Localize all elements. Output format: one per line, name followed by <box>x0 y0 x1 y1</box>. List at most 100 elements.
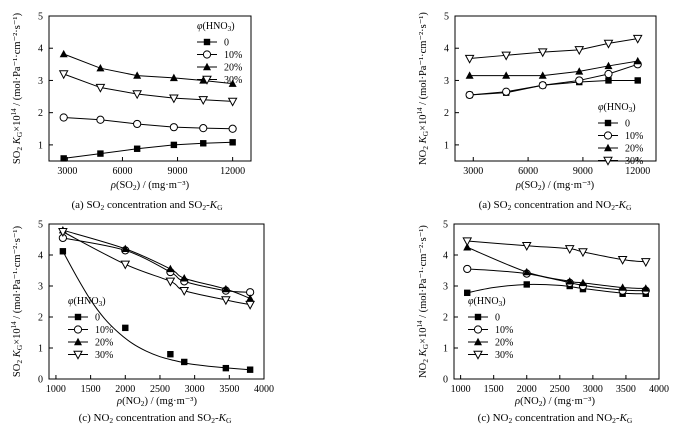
series-line <box>469 79 638 96</box>
data-point <box>565 277 574 285</box>
data-point <box>59 113 68 122</box>
legend: φ(HNO3) 010% 20%30% <box>598 102 643 167</box>
data-point <box>464 289 471 297</box>
y-tick-label: 5 <box>443 220 448 231</box>
y-tick-label: 3 <box>38 76 43 87</box>
y-axis-label: NO2 KG×1014 / (mol·Pa⁻¹·cm⁻²·s⁻¹) <box>416 225 430 378</box>
series-4 <box>58 70 238 107</box>
figure-caption: (a) SO2 concentration and SO2-KG <box>71 199 223 212</box>
legend: φ(HNO3) 010% 20%30% <box>197 21 242 86</box>
series-line <box>63 141 233 159</box>
data-point <box>180 274 189 282</box>
data-point <box>604 61 613 70</box>
figure-caption: (c) NO2 concentration and NO2-KG <box>478 412 633 425</box>
y-tick-label: 5 <box>38 12 43 23</box>
plot-frame <box>48 223 265 380</box>
data-point <box>200 140 207 147</box>
legend-label: 10% <box>495 325 513 336</box>
data-point <box>578 248 588 258</box>
y-tick-label: 3 <box>444 76 449 87</box>
data-point <box>120 260 131 270</box>
data-point <box>538 81 547 90</box>
legend-title: φ(HNO3) <box>68 296 106 308</box>
chart-panel-a-right: 3000 6000 9000 12000 1 2 3 4 5 φ(HNO3) 010% 20%30% ρ… <box>416 12 657 212</box>
data-point <box>463 243 472 251</box>
series-line <box>63 73 233 102</box>
y-tick-label: 2 <box>443 313 448 324</box>
series-2 <box>59 113 237 133</box>
data-point <box>464 54 475 64</box>
legend-label: 20% <box>224 63 242 74</box>
legend-label: 0 <box>224 38 229 49</box>
data-point <box>122 324 129 332</box>
legend-marker <box>202 50 212 59</box>
x-tick-label: 4000 <box>254 384 274 395</box>
legend-label: 0 <box>95 313 100 324</box>
legend-marker <box>73 325 83 334</box>
legend-label: 20% <box>95 338 113 349</box>
data-point <box>632 34 643 44</box>
y-tick-label: 3 <box>38 282 43 293</box>
chart-panel-c-left: 1000 1500 2000 2500 3000 3500 4000 0 1 2 3 4 5 φ(HNO3… <box>10 220 274 426</box>
data-point <box>165 277 176 287</box>
data-point <box>167 351 174 358</box>
legend-title: φ(HNO3) <box>197 21 235 33</box>
y-tick-label: 2 <box>38 108 43 119</box>
x-tick-label: 2000 <box>517 384 537 395</box>
chart-panel-a-left: 3000 6000 9000 12000 1 2 3 4 5 φ(HNO3) 010% 20%30% ρ… <box>10 12 252 212</box>
data-point <box>221 296 231 306</box>
x-tick-label: 1000 <box>451 384 471 395</box>
legend-marker <box>74 313 82 321</box>
series-3 <box>465 56 642 79</box>
data-point <box>132 90 142 100</box>
y-tick-label: 1 <box>443 344 448 355</box>
data-point <box>465 90 474 100</box>
x-tick-label: 3000 <box>463 166 483 177</box>
data-point <box>228 79 237 87</box>
plot-frame <box>48 15 252 162</box>
x-tick-label: 3000 <box>185 384 205 395</box>
figure-caption: (c) NO2 concentration and SO2-KG <box>79 412 232 425</box>
x-tick-label: 6000 <box>112 166 132 177</box>
series-2 <box>465 60 642 100</box>
data-point <box>574 46 585 56</box>
data-point <box>179 286 190 296</box>
y-tick-label: 1 <box>38 140 43 151</box>
data-point <box>60 155 67 162</box>
data-point <box>133 119 142 129</box>
legend-marker <box>473 325 483 334</box>
plot-frame <box>453 223 660 380</box>
data-point <box>222 364 230 372</box>
y-axis-label: SO2 KG×1014 / (mol·Pa⁻¹·cm⁻²·s⁻¹) <box>10 12 24 164</box>
legend-marker <box>604 119 612 127</box>
y-axis-label: NO2 KG×1014 / (mol·Pa⁻¹·cm⁻²·s⁻¹) <box>416 12 430 165</box>
data-point <box>246 366 254 373</box>
data-point <box>617 255 628 265</box>
series-line <box>469 63 638 96</box>
series-line <box>469 60 638 77</box>
series-2 <box>58 233 255 297</box>
data-point <box>603 39 614 49</box>
data-point <box>166 264 175 273</box>
y-axis-label: SO2 KG×1014 / (mol·Pa⁻¹·cm⁻²·s⁻¹) <box>10 225 24 377</box>
data-point <box>59 49 68 58</box>
data-point <box>97 150 104 157</box>
series-1 <box>466 77 641 99</box>
data-point <box>463 264 472 274</box>
legend-marker <box>603 156 613 166</box>
x-tick-label: 12000 <box>220 166 245 177</box>
y-tick-label: 4 <box>38 44 43 55</box>
data-point <box>502 71 511 79</box>
y-tick-label: 3 <box>443 282 448 293</box>
y-tick-label: 4 <box>443 251 448 262</box>
figure-caption: (a) SO2 concentration and NO2-KG <box>479 199 632 212</box>
legend-label: 30% <box>625 156 643 167</box>
data-point <box>538 71 547 79</box>
legend-marker <box>603 131 613 140</box>
data-point <box>618 283 627 291</box>
data-point <box>59 248 67 255</box>
data-point <box>575 67 584 75</box>
x-tick-label: 2500 <box>150 384 170 395</box>
data-point <box>604 69 613 79</box>
y-tick-label: 0 <box>38 375 43 386</box>
